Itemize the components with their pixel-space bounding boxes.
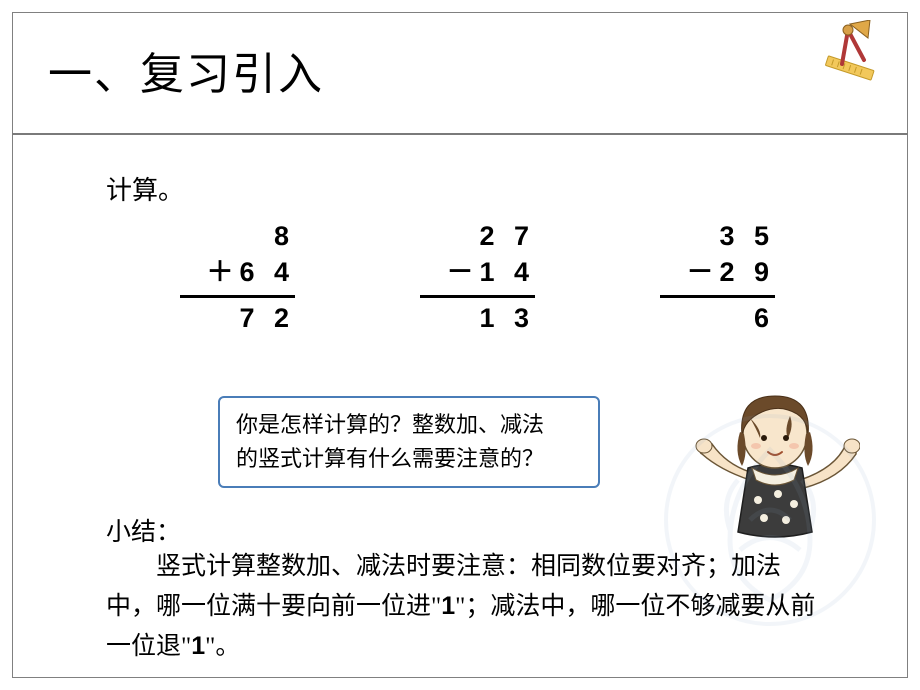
problem-rule bbox=[180, 295, 295, 298]
tools-icon bbox=[820, 20, 890, 90]
operator: ＋ bbox=[206, 257, 239, 287]
operand-a: 2 7 bbox=[385, 218, 535, 254]
summary-bold-3: 1 bbox=[191, 632, 205, 660]
speech-line-2: 的竖式计算有什么需要注意的？ bbox=[236, 442, 582, 476]
speech-bubble: 你是怎样计算的？整数加、减法 的竖式计算有什么需要注意的？ bbox=[218, 396, 600, 488]
operand-b: 1 4 bbox=[479, 257, 535, 287]
operand-b: 6 4 bbox=[239, 257, 295, 287]
operand-b: 2 9 bbox=[719, 257, 775, 287]
speech-line-1: 你是怎样计算的？整数加、减法 bbox=[236, 408, 582, 442]
problem-2: 2 7 －1 4 1 3 bbox=[385, 218, 535, 336]
problem-1: 8 ＋6 4 7 2 bbox=[145, 218, 295, 336]
operator: － bbox=[686, 257, 719, 287]
result: 7 2 bbox=[145, 300, 295, 336]
operand-a: 3 5 bbox=[625, 218, 775, 254]
problem-3: 3 5 －2 9 6 bbox=[625, 218, 775, 336]
operand-b-row: －1 4 bbox=[385, 254, 535, 290]
summary-bold-1: 1 bbox=[441, 592, 455, 620]
problem-rule bbox=[660, 295, 775, 298]
slide: 一、复习引入 计算。 8 ＋6 4 7 2 2 7 －1 4 1 3 3 5 －… bbox=[0, 0, 920, 690]
summary-label: 小结： bbox=[106, 512, 181, 548]
result: 6 bbox=[625, 300, 775, 336]
operand-b-row: －2 9 bbox=[625, 254, 775, 290]
result: 1 3 bbox=[385, 300, 535, 336]
problem-rule bbox=[420, 295, 535, 298]
section-title: 一、复习引入 bbox=[48, 38, 324, 102]
summary-part-4: "。 bbox=[205, 633, 240, 660]
horizontal-rule bbox=[12, 133, 908, 135]
compute-label: 计算。 bbox=[106, 170, 184, 207]
operator: － bbox=[446, 257, 479, 287]
operand-b-row: ＋6 4 bbox=[145, 254, 295, 290]
watermark-icon bbox=[660, 410, 880, 630]
problems-row: 8 ＋6 4 7 2 2 7 －1 4 1 3 3 5 －2 9 6 bbox=[0, 218, 920, 336]
operand-a: 8 bbox=[145, 218, 295, 254]
